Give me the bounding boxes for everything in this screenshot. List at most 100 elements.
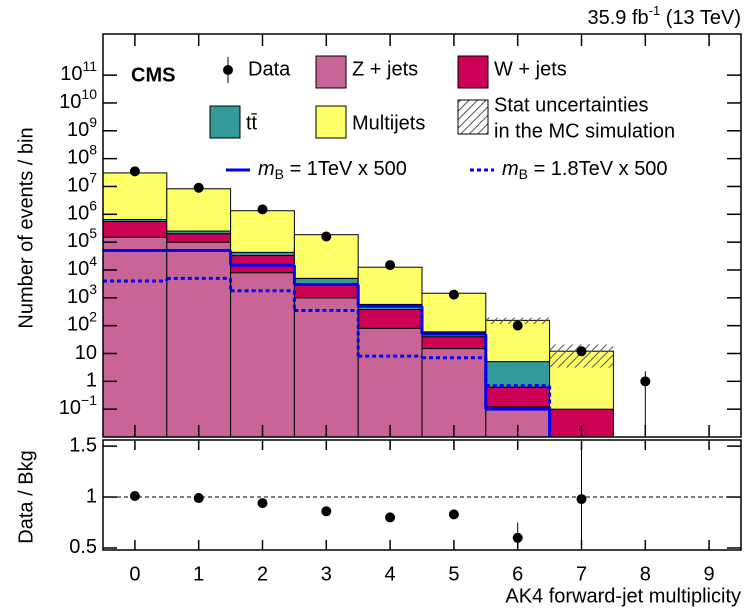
legend-symbol: m [502,158,519,180]
ratio-point [129,491,140,502]
stack-segment [421,348,487,437]
ratio-frame [102,439,742,551]
ratio-y-tick-label: 1.5 [69,434,97,456]
stack-segment [485,386,551,408]
tick-base: 10 [67,119,89,141]
legend-subscript: B [275,166,284,182]
data-point [576,346,587,357]
x-tick-label: 0 [129,563,140,585]
main-plot [103,166,651,437]
ratio-y-axis-title: Data / Bkg [15,450,37,543]
data-point [512,320,523,331]
stack-segment [421,336,487,350]
x-tick-label: 9 [704,563,715,585]
y-tick-label: 1010 [59,86,97,114]
tick-exponent: 5 [89,225,97,241]
legend-label: Stat uncertainties [494,94,649,116]
legend-text: = 1TeV x 500 [284,158,407,180]
experiment-label: CMS [131,64,175,86]
stack-segment [103,172,168,221]
legend-label: Z + jets [352,58,418,80]
stack-segment [485,361,551,388]
stack-segment [166,241,232,437]
stack-segment [166,188,232,232]
x-tick-label: 4 [385,563,396,585]
legend-label: in the MC simulation [494,120,675,142]
ratio-point [193,493,204,504]
y-tick-label: 104 [67,253,97,281]
x-axis-title: AK4 forward-jet multiplicity [505,585,741,607]
tick-exponent: 11 [82,58,97,74]
ratio-point [257,498,268,509]
y-tick-label: 10 [75,342,97,364]
x-tick-label: 1 [193,563,204,585]
tick-base: 10 [59,91,81,113]
y-tick-label: 102 [67,308,97,336]
tick-exponent: 4 [89,253,97,269]
stack-segment [103,221,168,238]
tick-base: 10 [67,203,89,225]
x-tick-label: 7 [576,563,587,585]
legend-label: Data [248,58,291,80]
luminosity: 35.9 fb-1 (13 TeV) [587,3,741,29]
tick-base: 10 [59,397,81,419]
stack-segment [357,266,423,305]
lumi-exponent: -1 [649,3,661,18]
tick-exponent: 9 [89,113,97,129]
data-point [257,204,268,215]
tick-base: 10 [67,286,89,308]
stack-segment [230,210,295,253]
tick-exponent: 7 [89,169,97,185]
legend-label: mB = 1.8TeV x 500 [502,158,668,181]
tick-base: 10 [67,230,89,252]
tick-exponent: 10 [81,86,97,102]
legend-label: Multijets [352,112,425,134]
tick-exponent: 3 [89,281,97,297]
legend-symbol: m [258,158,275,180]
y-axis-title: Number of events / bin [15,127,37,328]
tick-base: 10 [67,175,89,197]
data-point [129,166,140,177]
data-point [385,260,396,271]
tick-base: 10 [67,314,89,336]
tick-base: 10 [67,147,89,169]
lumi-text: (13 TeV) [660,7,741,29]
legend-label: W + jets [494,58,567,80]
x-tick-label: 5 [448,563,459,585]
stack-segment [166,233,232,243]
ratio-y-tick-label: 0.5 [69,536,97,558]
legend-subscript: B [519,166,528,182]
ratio-point [512,532,523,543]
stack-segment [293,284,359,299]
x-tick-label: 8 [640,563,651,585]
x-tick-label: 6 [512,563,523,585]
ratio-point [321,506,332,517]
y-tick-label: 107 [67,169,97,197]
stack-segment [293,234,359,279]
legend-label: tt̄ [246,112,258,134]
y-tick-label: 1 [86,370,97,392]
y-tick-label: 109 [67,113,97,141]
y-tick-label: 105 [67,225,97,253]
stack-segment [357,327,423,437]
x-tick-label: 3 [321,563,332,585]
legend-swatch [457,55,489,89]
stack-segment [293,297,359,437]
stack-segment [357,309,423,329]
legend-label: mB = 1TeV x 500 [258,158,407,181]
ratio-y-tick-label: 1 [86,485,97,507]
data-point [448,289,459,300]
tick-exponent: 2 [89,308,97,324]
legend-swatch [315,105,347,139]
data-point [193,182,204,193]
y-tick-label: 108 [67,141,97,169]
tick-exponent: 8 [89,141,97,157]
ratio-point [576,494,587,505]
x-tick-label: 2 [257,563,268,585]
ratio-point [448,509,459,520]
y-tick-label: 10−1 [59,392,97,420]
legend-text: = 1.8TeV x 500 [528,158,668,180]
tick-exponent: 6 [89,197,97,213]
